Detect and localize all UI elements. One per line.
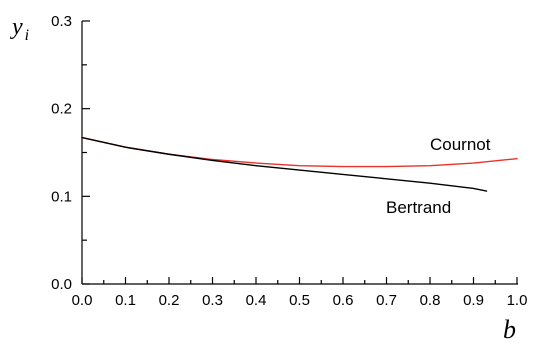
y-tick-label: 0.2 <box>51 101 72 118</box>
x-ticks: 0.0 0.1 0.2 0.3 0.4 0.5 0.6 0.7 0.8 0.9 1.0 <box>72 277 528 309</box>
x-tick-label: 0.2 <box>159 292 180 309</box>
x-tick-label: 0.8 <box>420 292 441 309</box>
x-tick-label: 0.9 <box>463 292 484 309</box>
x-tick-label: 0.5 <box>289 292 310 309</box>
series-line-bertrand <box>81 136 488 192</box>
x-tick-label: 0.7 <box>376 292 397 309</box>
x-tick-label: 0.6 <box>333 292 354 309</box>
y-tick-label: 0.0 <box>51 276 72 293</box>
x-axis-label: b <box>503 315 516 344</box>
y-ticks: 0.0 0.1 0.2 0.3 <box>51 13 90 293</box>
y-tick-label: 0.3 <box>51 13 72 30</box>
y-tick-label: 0.1 <box>51 188 72 205</box>
series-label-cournot: Cournot <box>430 135 491 154</box>
x-tick-label: 0.1 <box>115 292 136 309</box>
x-tick-label: 0.3 <box>202 292 223 309</box>
series-label-bertrand: Bertrand <box>386 198 451 217</box>
x-tick-label: 0.4 <box>246 292 267 309</box>
series-lines <box>81 136 518 192</box>
x-tick-label: 1.0 <box>507 292 528 309</box>
x-tick-label: 0.0 <box>72 292 93 309</box>
